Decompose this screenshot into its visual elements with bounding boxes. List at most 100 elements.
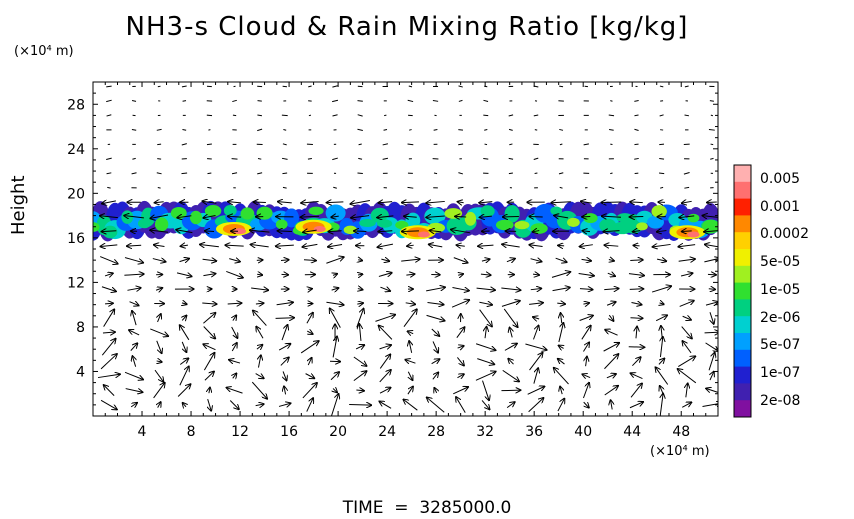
wind-vector (679, 216, 695, 218)
wind-vector (100, 216, 118, 218)
wind-vector (179, 259, 189, 262)
wind-vector (203, 274, 215, 276)
wind-vector (101, 339, 115, 356)
wind-vector (533, 157, 539, 160)
wind-vector (255, 404, 264, 406)
cloud-cell (495, 219, 514, 231)
wind-vector (583, 143, 589, 146)
wind-vector (630, 202, 643, 203)
wind-vector (502, 244, 520, 247)
wind-vector (457, 357, 463, 365)
cloud-cell (284, 208, 299, 228)
wind-vector (228, 216, 242, 217)
wind-vector (157, 158, 162, 160)
wind-vector (684, 114, 690, 117)
wind-vector (281, 325, 287, 341)
cloud-cell (395, 220, 409, 230)
wind-vector (554, 216, 569, 218)
wind-vector (124, 371, 143, 379)
wind-vector (182, 316, 186, 321)
y-tick-label: 24 (67, 142, 85, 158)
wind-vector (378, 202, 393, 203)
wind-vector (579, 289, 593, 290)
wind-vector (533, 368, 538, 384)
wind-vector (484, 143, 488, 146)
wind-vector (560, 387, 562, 395)
wind-vector (458, 202, 464, 203)
y-tick-label: 28 (67, 97, 85, 113)
colorbar-swatch (734, 333, 751, 351)
wind-vector (558, 359, 565, 365)
wind-vector (330, 372, 339, 381)
cloud-cell (444, 208, 463, 219)
wind-vector (131, 128, 137, 131)
wind-vector (477, 358, 494, 365)
cloud-cell (256, 206, 273, 220)
cloud-cell (377, 219, 393, 228)
wind-vector (580, 245, 593, 247)
wind-vector (483, 99, 489, 103)
wind-vector (257, 157, 262, 160)
colorbar-swatch (734, 215, 751, 233)
wind-vector (350, 199, 370, 204)
wind-vector (203, 216, 216, 218)
wind-vector (458, 172, 464, 175)
wind-vector (251, 288, 268, 290)
wind-vector (403, 400, 418, 411)
wind-vector (479, 202, 493, 203)
wind-vector (131, 99, 137, 102)
wind-vector (379, 370, 391, 383)
wind-vector (533, 326, 538, 340)
wind-vector (333, 388, 337, 392)
cloud-cell (583, 213, 598, 224)
colorbar-swatch (734, 249, 751, 267)
wind-vector (504, 344, 517, 351)
wind-vector (228, 202, 241, 203)
wind-vector (282, 143, 287, 146)
wind-vector (358, 157, 363, 160)
x-tick-label: 12 (231, 424, 249, 440)
wind-vector (301, 201, 319, 203)
wind-vector (478, 245, 494, 246)
wind-vector (276, 245, 294, 246)
cloud-cell (137, 218, 151, 229)
colorbar-swatch (734, 232, 751, 250)
wind-vector (429, 244, 443, 246)
wind-vector (681, 326, 692, 339)
cloud-cell (204, 205, 222, 217)
wind-vector (530, 288, 541, 289)
wind-vector (559, 128, 564, 131)
cloud-cell (550, 206, 563, 216)
wind-vector (432, 372, 438, 380)
wind-vector (183, 403, 186, 407)
wind-vector (603, 231, 620, 232)
wind-vector (432, 341, 438, 352)
wind-vector (150, 328, 168, 336)
wind-vector (359, 324, 361, 341)
wind-vector (583, 231, 591, 232)
x-tick-label: 8 (187, 424, 196, 440)
wind-vector (532, 274, 539, 275)
wind-vector (358, 143, 362, 146)
wind-vector (229, 400, 239, 410)
wind-vector (506, 259, 515, 262)
colorbar-swatch (734, 383, 751, 401)
wind-vector (379, 388, 390, 394)
wind-vector (106, 172, 112, 175)
wind-vector (451, 300, 469, 308)
wind-vector (630, 383, 642, 398)
wind-vector (631, 302, 641, 304)
wind-vector (403, 309, 417, 327)
y-axis-units: (×10⁴ m) (14, 44, 74, 59)
wind-vector (703, 216, 718, 218)
wind-vector (130, 343, 138, 351)
cloud-cell (514, 220, 530, 230)
wind-vector (558, 172, 564, 175)
wind-vector (231, 326, 238, 338)
wind-vector (177, 216, 192, 218)
wind-vector (182, 100, 187, 102)
wind-vector (179, 367, 189, 386)
wind-vector (203, 313, 215, 324)
wind-vector (508, 157, 514, 160)
wind-vector (303, 230, 317, 232)
